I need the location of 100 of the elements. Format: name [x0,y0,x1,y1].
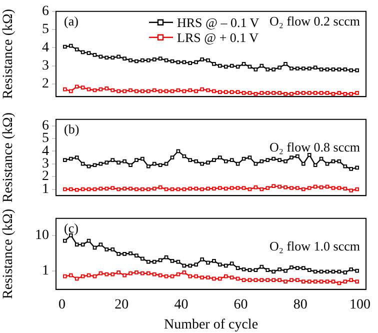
point [272,270,276,274]
point [110,88,115,92]
point [230,64,234,68]
point [307,153,312,157]
point [343,270,348,274]
point [254,162,258,166]
point [331,270,336,274]
point [272,156,276,161]
point [110,56,115,60]
point [98,271,103,276]
point [343,164,348,168]
point [230,262,234,266]
point [164,89,168,94]
point [301,187,306,192]
point [152,260,156,264]
point [278,158,282,162]
point [164,255,168,260]
point [98,87,103,92]
point [152,272,156,276]
point [212,158,216,162]
y-tick-label: 4 [42,40,49,56]
point [313,66,318,70]
point [182,89,186,94]
point [307,268,312,272]
point [122,89,126,94]
point [80,242,85,246]
point [128,58,132,62]
point [206,186,210,191]
point [164,162,168,166]
point [74,276,79,281]
point [140,156,144,161]
point [230,90,234,94]
y-tick-label: 5 [42,22,49,38]
point [278,278,282,282]
x-tick-label: 80 [293,297,308,312]
point [242,91,246,95]
point [98,162,103,166]
legend-label: LRS @ + 0.1 V [177,30,260,45]
point [188,88,192,92]
point [296,66,300,70]
point [325,91,330,95]
point [218,276,222,281]
x-tick-label: 0 [58,297,66,312]
point [176,149,180,154]
point [188,158,192,162]
point [266,91,270,95]
point [296,278,300,282]
point [170,259,174,263]
point [74,242,79,246]
point [116,187,121,192]
point [200,58,204,62]
point [212,89,216,94]
point [218,64,222,68]
point [254,268,258,272]
point [272,91,276,95]
y-axis-title: Resistance (kΩ) [1,208,16,299]
point [68,156,73,161]
point [98,186,103,191]
point [248,268,252,272]
point [248,91,252,95]
point [331,67,336,72]
point [128,88,132,92]
legend-label: HRS @ – 0.1 V [177,14,260,30]
point [325,162,330,166]
point [290,66,294,70]
point [355,280,359,284]
point [254,278,258,282]
point [278,267,282,272]
point [104,186,109,191]
point [194,60,198,64]
point [290,265,294,270]
point [86,238,91,243]
point [74,84,79,89]
point [236,266,240,270]
point [194,274,198,278]
point [110,186,115,190]
point [176,60,180,64]
point [307,91,312,95]
point [86,87,91,92]
point [224,264,228,268]
point [63,187,67,192]
point [146,89,150,94]
x-tick-label: 20 [114,297,129,312]
point [122,159,126,164]
point [200,162,204,166]
point [206,260,210,265]
point [313,163,318,168]
point [92,246,97,250]
point [284,92,288,96]
point [236,90,240,94]
point [307,66,312,70]
x-axis-title: Number of cycle [164,317,258,332]
point [146,187,150,192]
point [331,186,336,190]
point [140,89,144,94]
point [337,186,342,190]
point [301,66,306,70]
point [104,160,109,164]
point [200,257,204,262]
point [355,166,359,170]
